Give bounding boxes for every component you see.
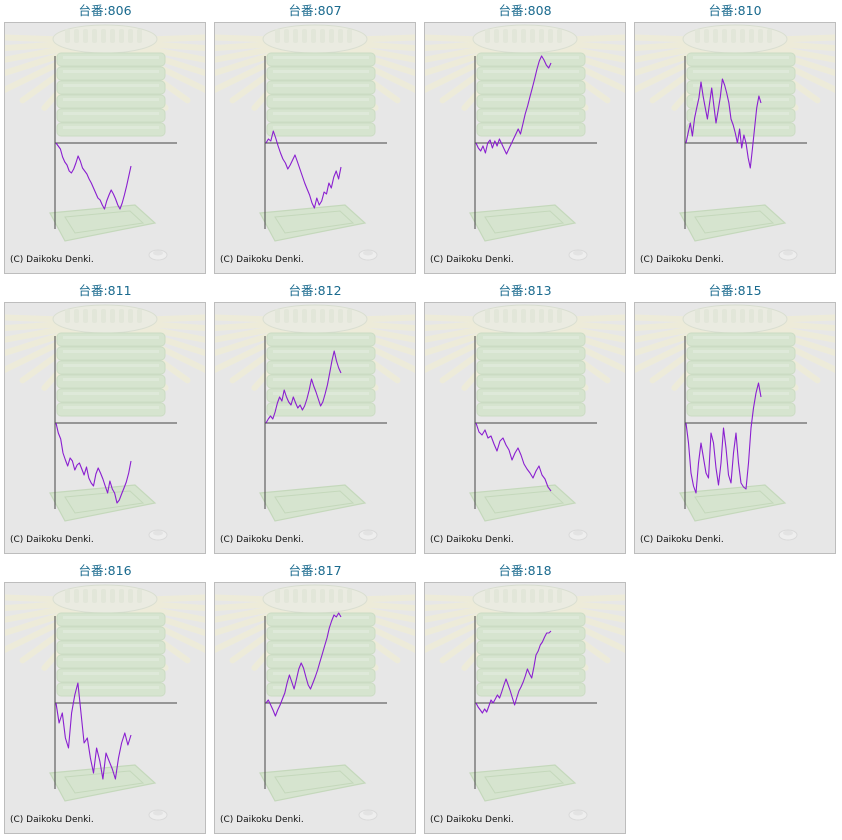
machine-number-link[interactable]: 台番:810: [708, 3, 762, 18]
machine-number-link[interactable]: 台番:812: [288, 283, 342, 298]
copyright-label: (C) Daikoku Denki.: [220, 255, 304, 265]
slump-graph[interactable]: (C) Daikoku Denki.: [424, 22, 626, 274]
slump-graph-svg: [425, 584, 625, 821]
slump-graph[interactable]: (C) Daikoku Denki.: [424, 302, 626, 554]
pachinko-machine-watermark: [5, 304, 205, 541]
copyright-label: (C) Daikoku Denki.: [10, 535, 94, 545]
machine-chart-card[interactable]: 台番:818 (C) Daikoku Denki.: [420, 560, 630, 840]
pachinko-machine-watermark: [215, 24, 415, 261]
copyright-label: (C) Daikoku Denki.: [220, 815, 304, 825]
copyright-label: (C) Daikoku Denki.: [430, 815, 514, 825]
pachinko-machine-watermark: [425, 584, 625, 821]
pachinko-machine-watermark: [5, 24, 205, 261]
slump-graph-svg: [215, 304, 415, 541]
balance-series-line: [55, 142, 132, 210]
balance-series-line: [475, 422, 552, 492]
machine-chart-card[interactable]: 台番:807 (C) Daikoku Denki.: [210, 0, 420, 280]
pachinko-machine-watermark: [5, 584, 205, 821]
balance-series-line: [265, 130, 342, 209]
copyright-label: (C) Daikoku Denki.: [430, 535, 514, 545]
balance-series-line: [475, 55, 552, 155]
balance-series-line: [685, 382, 762, 494]
machine-number-link[interactable]: 台番:817: [288, 563, 342, 578]
machine-number-link[interactable]: 台番:806: [78, 3, 132, 18]
copyright-label: (C) Daikoku Denki.: [430, 255, 514, 265]
slump-graph-svg: [425, 24, 625, 261]
slump-graph[interactable]: (C) Daikoku Denki.: [214, 22, 416, 274]
pachinko-machine-watermark: [635, 24, 835, 261]
pachinko-machine-watermark: [215, 304, 415, 541]
machine-number-link[interactable]: 台番:813: [498, 283, 552, 298]
balance-series-line: [685, 78, 762, 169]
slump-graph-svg: [5, 24, 205, 261]
slump-graph[interactable]: (C) Daikoku Denki.: [634, 22, 836, 274]
balance-series-line: [55, 682, 132, 780]
machine-chart-card[interactable]: 台番:810 (C) Daikoku Denki.: [630, 0, 840, 280]
slump-graph-svg: [215, 24, 415, 261]
machine-number-link[interactable]: 台番:816: [78, 563, 132, 578]
machine-chart-card[interactable]: 台番:811 (C) Daikoku Denki.: [0, 280, 210, 560]
machine-chart-card[interactable]: 台番:806 (C) Daikoku Denki.: [0, 0, 210, 280]
slump-graph-svg: [5, 584, 205, 821]
slump-graph-svg: [425, 304, 625, 541]
pachinko-machine-watermark: [635, 304, 835, 541]
slump-graph-svg: [215, 584, 415, 821]
copyright-label: (C) Daikoku Denki.: [10, 815, 94, 825]
machine-chart-card[interactable]: 台番:817 (C) Daikoku Denki.: [210, 560, 420, 840]
slump-graph[interactable]: (C) Daikoku Denki.: [214, 302, 416, 554]
machine-number-link[interactable]: 台番:808: [498, 3, 552, 18]
balance-series-line: [265, 612, 342, 717]
machine-number-link[interactable]: 台番:818: [498, 563, 552, 578]
machine-chart-card[interactable]: 台番:816 (C) Daikoku Denki.: [0, 560, 210, 840]
copyright-label: (C) Daikoku Denki.: [10, 255, 94, 265]
balance-series-line: [475, 630, 552, 714]
pachinko-machine-watermark: [425, 24, 625, 261]
machine-number-link[interactable]: 台番:811: [78, 283, 132, 298]
slump-graph[interactable]: (C) Daikoku Denki.: [4, 582, 206, 834]
slump-graph[interactable]: (C) Daikoku Denki.: [634, 302, 836, 554]
balance-series-line: [265, 350, 342, 424]
balance-series-line: [55, 422, 132, 504]
slump-graph-svg: [5, 304, 205, 541]
slump-graph[interactable]: (C) Daikoku Denki.: [214, 582, 416, 834]
slump-graph[interactable]: (C) Daikoku Denki.: [4, 22, 206, 274]
machine-chart-card[interactable]: 台番:813 (C) Daikoku Denki.: [420, 280, 630, 560]
machine-chart-card[interactable]: 台番:815 (C) Daikoku Denki.: [630, 280, 840, 560]
machine-number-link[interactable]: 台番:815: [708, 283, 762, 298]
slump-graph[interactable]: (C) Daikoku Denki.: [4, 302, 206, 554]
machine-number-link[interactable]: 台番:807: [288, 3, 342, 18]
copyright-label: (C) Daikoku Denki.: [640, 535, 724, 545]
slump-graph-svg: [635, 24, 835, 261]
pachinko-machine-watermark: [425, 304, 625, 541]
slump-graph[interactable]: (C) Daikoku Denki.: [424, 582, 626, 834]
copyright-label: (C) Daikoku Denki.: [640, 255, 724, 265]
slump-graph-svg: [635, 304, 835, 541]
machine-chart-card[interactable]: 台番:808 (C) Daikoku Denki.: [420, 0, 630, 280]
copyright-label: (C) Daikoku Denki.: [220, 535, 304, 545]
machine-chart-card[interactable]: 台番:812 (C) Daikoku Denki.: [210, 280, 420, 560]
